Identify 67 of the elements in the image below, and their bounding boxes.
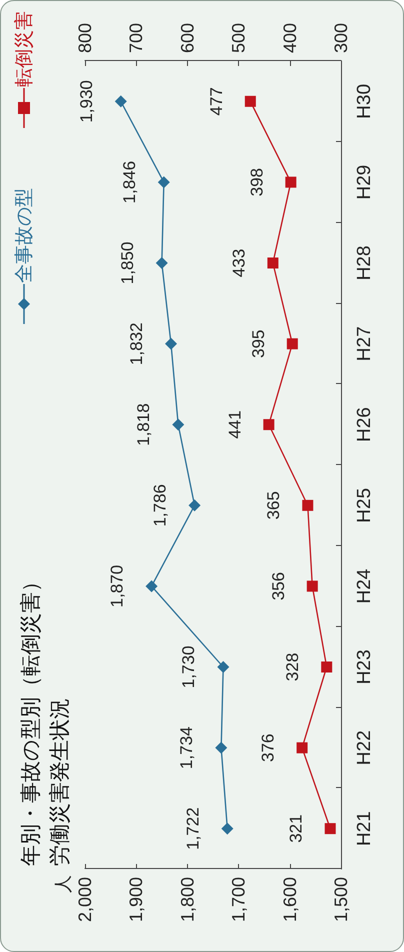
x2-tick-label: 300 bbox=[331, 22, 351, 53]
x2-tick-label: 400 bbox=[280, 22, 300, 53]
data-label: 1,846 bbox=[120, 160, 139, 204]
x2-tick-label: 500 bbox=[228, 22, 249, 53]
point bbox=[221, 822, 234, 835]
data-label: 328 bbox=[283, 652, 302, 682]
text: 人 bbox=[52, 875, 75, 893]
data-label: 1,818 bbox=[134, 403, 154, 446]
data-label: 433 bbox=[229, 248, 248, 278]
point bbox=[263, 419, 274, 430]
y-tick-label: H23 bbox=[354, 650, 375, 684]
point bbox=[321, 662, 332, 672]
point bbox=[286, 338, 298, 350]
point bbox=[217, 661, 230, 673]
y-tick-label: H30 bbox=[354, 84, 375, 119]
data-label: 1,786 bbox=[150, 484, 170, 527]
point bbox=[146, 580, 158, 592]
point bbox=[114, 95, 127, 108]
point bbox=[165, 338, 178, 350]
x-tick-label: 1,900 bbox=[126, 877, 146, 922]
point bbox=[158, 176, 170, 188]
point bbox=[306, 580, 318, 592]
x-tick-label: 1,600 bbox=[280, 877, 300, 922]
y-tick-label: H29 bbox=[354, 164, 375, 200]
text: 労働災害発生状況 bbox=[48, 698, 72, 866]
point bbox=[156, 257, 168, 269]
data-label: 441 bbox=[225, 410, 244, 439]
text: 転倒災害 bbox=[12, 11, 36, 87]
data-label: 398 bbox=[247, 168, 266, 196]
data-label: 1,850 bbox=[118, 242, 137, 284]
y-tick-label: H27 bbox=[354, 326, 375, 362]
text: 全事故の型 bbox=[12, 188, 36, 283]
point bbox=[302, 500, 314, 511]
x2-tick-label: 700 bbox=[126, 22, 146, 53]
x-tick-label: 1,700 bbox=[228, 877, 249, 922]
x-tick-label: 2,000 bbox=[75, 877, 95, 922]
data-label: 376 bbox=[258, 734, 278, 762]
x2-tick-label: 800 bbox=[75, 22, 95, 53]
point bbox=[285, 176, 296, 188]
data-label: 477 bbox=[206, 87, 226, 116]
data-label: 356 bbox=[268, 572, 288, 600]
x-tick-label: 1,800 bbox=[177, 877, 198, 922]
x2-tick-label: 600 bbox=[177, 22, 198, 53]
data-label: 1,722 bbox=[183, 807, 202, 850]
point bbox=[215, 742, 228, 754]
x-tick-label: 1,500 bbox=[331, 877, 351, 922]
y-tick-label: H24 bbox=[354, 568, 375, 604]
point bbox=[244, 96, 256, 107]
y-tick-label: H26 bbox=[354, 407, 375, 442]
point bbox=[324, 823, 336, 834]
point bbox=[296, 742, 308, 754]
point bbox=[267, 258, 278, 268]
data-label: 365 bbox=[264, 491, 284, 520]
point bbox=[172, 418, 184, 431]
data-label: 1,870 bbox=[108, 564, 127, 608]
y-tick-label: H28 bbox=[354, 246, 375, 280]
y-tick-label: H22 bbox=[354, 730, 375, 766]
data-label: 395 bbox=[248, 330, 268, 358]
text: 年別・事故の型別（転倒災害） bbox=[18, 571, 42, 866]
y-tick-label: H21 bbox=[354, 811, 375, 846]
data-label: 1,930 bbox=[76, 80, 96, 123]
y-tick-label: H25 bbox=[354, 488, 375, 523]
data-label: 1,832 bbox=[127, 322, 146, 366]
data-label: 1,734 bbox=[177, 726, 196, 770]
point bbox=[188, 499, 201, 512]
data-label: 321 bbox=[286, 814, 306, 843]
data-label: 1,730 bbox=[179, 646, 198, 688]
